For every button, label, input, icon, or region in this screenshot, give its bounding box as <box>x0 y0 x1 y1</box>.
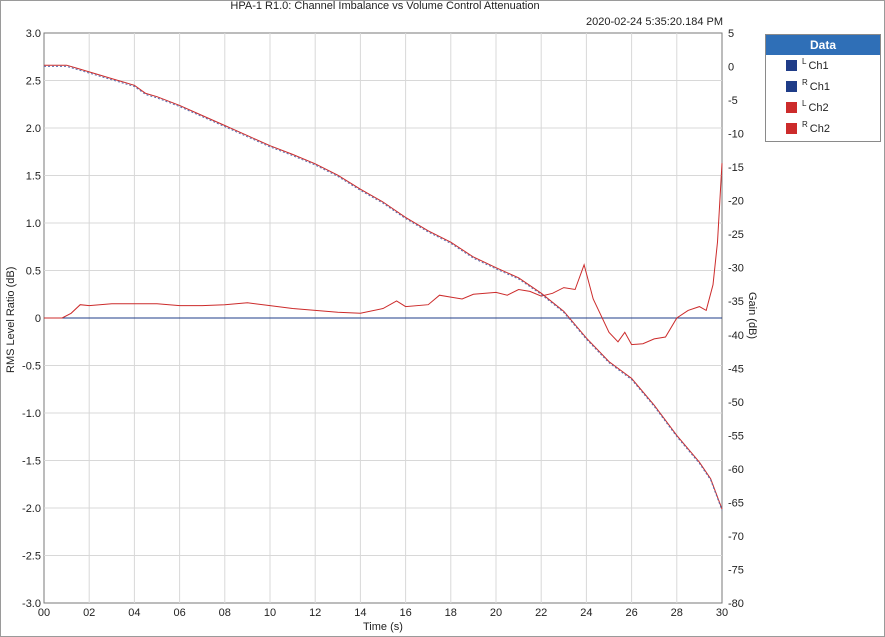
x-tick-label: 14 <box>354 607 366 619</box>
y-right-tick-label: 5 <box>728 28 734 40</box>
x-tick-label: 00 <box>38 607 50 619</box>
series-line-gain-r <box>44 65 723 511</box>
legend-label: Ch1 <box>808 59 829 72</box>
series-line-ch2 <box>44 163 723 346</box>
x-tick-label: 28 <box>671 607 683 619</box>
legend-item[interactable]: L Ch2 <box>766 97 880 118</box>
x-tick-label: 10 <box>264 607 276 619</box>
legend-channel-sup: R <box>802 120 808 129</box>
x-axis-label: Time (s) <box>363 621 403 633</box>
x-tick-label: 26 <box>625 607 637 619</box>
y-left-tick-label: 0 <box>35 313 41 325</box>
legend: Data L Ch1 R Ch1 L Ch2 R Ch2 <box>765 34 881 142</box>
legend-item[interactable]: R Ch2 <box>766 118 880 139</box>
legend-swatch[interactable] <box>786 81 797 92</box>
x-tick-label: 06 <box>173 607 185 619</box>
y-left-tick-label: 3.0 <box>26 28 41 40</box>
y-right-tick-label: -20 <box>728 196 744 208</box>
legend-label: Ch1 <box>809 80 830 93</box>
x-tick-label: 24 <box>580 607 592 619</box>
legend-swatch[interactable] <box>786 123 797 134</box>
y-right-tick-label: -40 <box>728 330 744 342</box>
y-left-tick-label: -2.5 <box>22 551 41 563</box>
y-left-tick-label: 2.0 <box>26 123 41 135</box>
legend-channel-sup: L <box>802 99 807 108</box>
legend-swatch[interactable] <box>786 102 797 113</box>
y-left-tick-label: -1.0 <box>22 408 41 420</box>
y-right-tick-label: -10 <box>728 129 744 141</box>
y-right-tick-label: -5 <box>728 95 738 107</box>
y-right-tick-label: -70 <box>728 531 744 543</box>
y-left-tick-label: -0.5 <box>22 361 41 373</box>
timestamp: 2020-02-24 5:35:20.184 PM <box>586 16 723 28</box>
chart-title: HPA-1 R1.0: Channel Imbalance vs Volume … <box>230 0 540 12</box>
y-right-tick-label: -50 <box>728 397 744 409</box>
y-right-tick-label: -55 <box>728 430 744 442</box>
y-left-tick-label: -2.0 <box>22 503 41 515</box>
legend-label: Ch2 <box>808 101 829 114</box>
y-right-tick-label: -75 <box>728 564 744 576</box>
legend-channel-sup: L <box>802 57 807 66</box>
legend-item[interactable]: R Ch1 <box>766 76 880 97</box>
legend-channel-sup: R <box>802 78 808 87</box>
x-tick-label: 02 <box>83 607 95 619</box>
x-tick-label: 04 <box>128 607 140 619</box>
y-right-tick-label: 0 <box>728 62 734 74</box>
y-right-tick-label: -30 <box>728 263 744 275</box>
legend-swatch[interactable] <box>786 60 797 71</box>
x-tick-label: 12 <box>309 607 321 619</box>
y-right-tick-label: -35 <box>728 296 744 308</box>
x-tick-label: 30 <box>716 607 728 619</box>
legend-item[interactable]: L Ch1 <box>766 55 880 76</box>
y-right-tick-label: -80 <box>728 598 744 610</box>
x-tick-label: 20 <box>490 607 502 619</box>
legend-header: Data <box>766 35 880 55</box>
x-tick-label: 22 <box>535 607 547 619</box>
x-tick-label: 16 <box>399 607 411 619</box>
y-right-tick-label: -65 <box>728 497 744 509</box>
x-tick-label: 18 <box>445 607 457 619</box>
y-right-tick-label: -15 <box>728 162 744 174</box>
y-right-tick-label: -45 <box>728 363 744 375</box>
y-left-tick-label: -3.0 <box>22 598 41 610</box>
y-left-tick-label: 1.0 <box>26 218 41 230</box>
legend-label: Ch2 <box>809 122 830 135</box>
x-tick-label: 08 <box>219 607 231 619</box>
y-right-tick-label: -25 <box>728 229 744 241</box>
y-right-tick-label: -60 <box>728 464 744 476</box>
y-left-tick-label: 1.5 <box>26 171 41 183</box>
y-left-tick-label: 0.5 <box>26 266 41 278</box>
y-left-tick-label: 2.5 <box>26 76 41 88</box>
series-line-gain-l <box>44 64 723 510</box>
y-left-tick-label: -1.5 <box>22 456 41 468</box>
